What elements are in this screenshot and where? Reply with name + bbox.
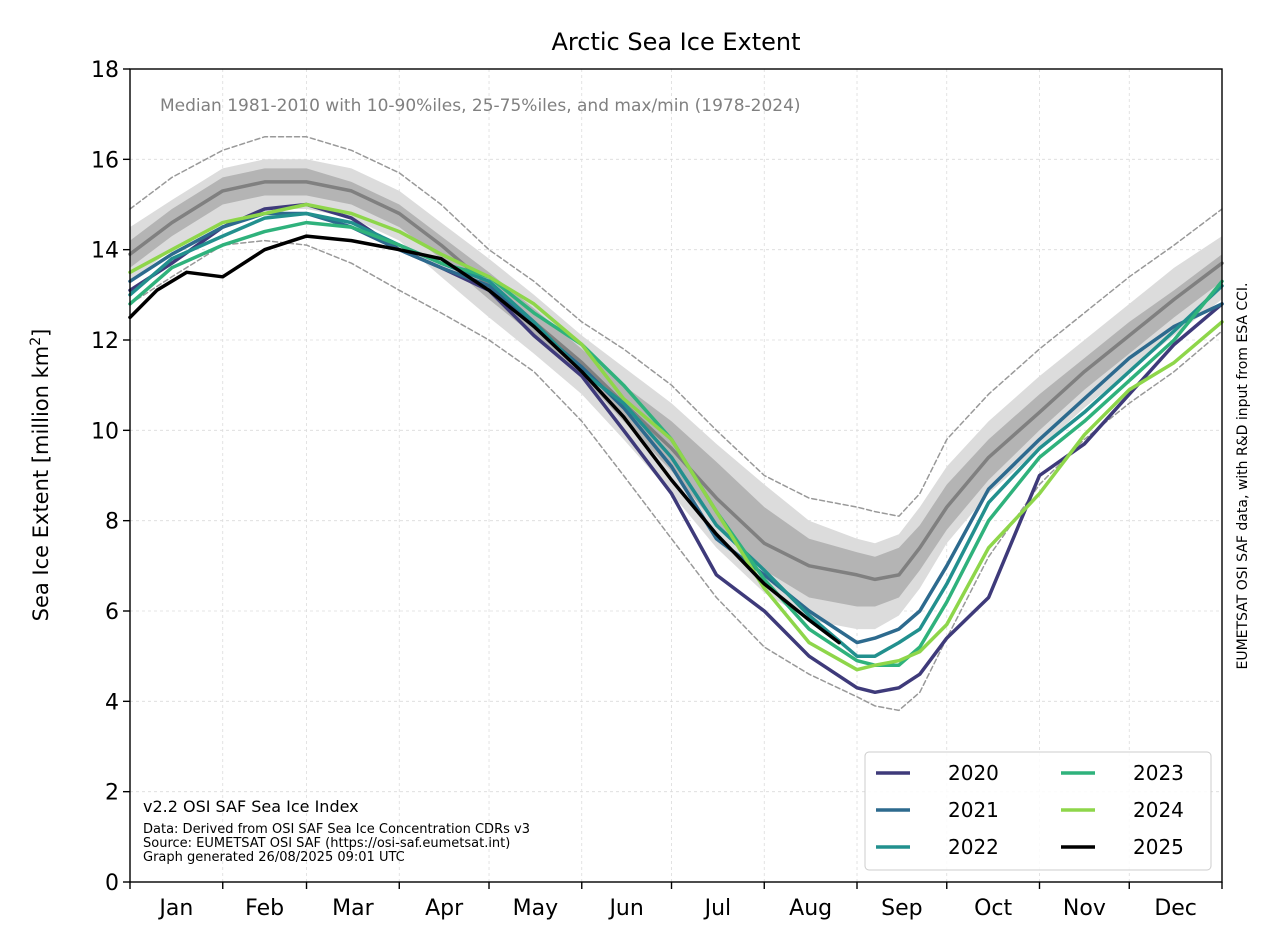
x-tick-label-jul: Jul: [703, 896, 732, 921]
series-line-2025: [128, 234, 841, 645]
y-tick-label-8: 16: [91, 148, 119, 173]
series-line-2022: [128, 211, 1224, 658]
x-tick-label-jan: Jan: [157, 896, 193, 921]
x-tick-label-may: May: [513, 896, 558, 921]
y-tick-label-4: 8: [105, 510, 119, 535]
band-25-75-percentile: [130, 168, 1222, 607]
x-tick-label-jun: Jun: [607, 896, 643, 921]
x-tick-label-apr: Apr: [425, 896, 464, 921]
legend-label-2020: 2020: [948, 761, 999, 785]
y-tick-label-7: 14: [91, 239, 119, 264]
y-tick-label-9: 18: [91, 58, 119, 83]
credits-block: v2.2 OSI SAF Sea Ice Index Data: Derived …: [143, 797, 530, 865]
x-tick-label-aug: Aug: [789, 896, 832, 921]
max-line: [129, 136, 1223, 517]
y-axis-ticks: 0 2 4 6 8 10 12 14 16 18: [91, 58, 130, 896]
x-tick-label-feb: Feb: [245, 896, 284, 921]
climatology-bands: [128, 136, 1224, 712]
legend-label-2021: 2021: [948, 798, 999, 822]
legend-label-2023: 2023: [1133, 761, 1184, 785]
credit-line-1: Data: Derived from OSI SAF Sea Ice Conce…: [143, 822, 530, 837]
y-axis-label: Sea Ice Extent [million km2]: [28, 329, 53, 622]
y-tick-label-6: 12: [91, 329, 119, 354]
y-tick-label-0: 0: [105, 871, 119, 896]
chart-subtitle: Median 1981-2010 with 10-90%iles, 25-75%…: [160, 96, 801, 116]
credit-line-0: v2.2 OSI SAF Sea Ice Index: [143, 797, 359, 816]
x-tick-label-oct: Oct: [974, 896, 1012, 921]
chart-title: Arctic Sea Ice Extent: [551, 28, 800, 56]
series-lines: [128, 202, 1224, 695]
x-tick-label-dec: Dec: [1154, 896, 1197, 921]
right-source-label: EUMETSAT OSI SAF data, with R&D input fr…: [1235, 282, 1251, 669]
median-line: [128, 180, 1224, 582]
legend-box: [864, 751, 1212, 871]
y-tick-label-2: 4: [105, 690, 119, 715]
legend-label-2024: 2024: [1133, 798, 1184, 822]
min-line: [129, 239, 1223, 712]
y-axis-label-end: ]: [29, 329, 53, 337]
y-tick-label-3: 6: [105, 600, 119, 625]
y-axis-label-sup: 2: [28, 337, 44, 346]
y-axis-label-main: Sea Ice Extent [million km: [29, 346, 53, 622]
credit-line-2: Source: EUMETSAT OSI SAF (https://osi-sa…: [143, 836, 510, 851]
x-tick-label-sep: Sep: [881, 896, 922, 921]
plot-frame: [129, 68, 1223, 883]
legend-label-2025: 2025: [1133, 835, 1184, 859]
x-tick-label-nov: Nov: [1063, 896, 1106, 921]
legend: 2020 2021 2022 2023 2024 2025: [864, 751, 1212, 871]
y-tick-label-1: 2: [105, 781, 119, 806]
y-tick-label-5: 10: [91, 419, 119, 444]
legend-label-2022: 2022: [948, 835, 999, 859]
x-tick-label-mar: Mar: [332, 896, 374, 921]
series-line-2024: [128, 202, 1224, 672]
x-axis-ticks: Jan Feb Mar Apr May Jun Jul Aug Sep Oct Nov Dec: [129, 882, 1223, 921]
credit-line-3: Graph generated 26/08/2025 09:01 UTC: [143, 850, 405, 865]
